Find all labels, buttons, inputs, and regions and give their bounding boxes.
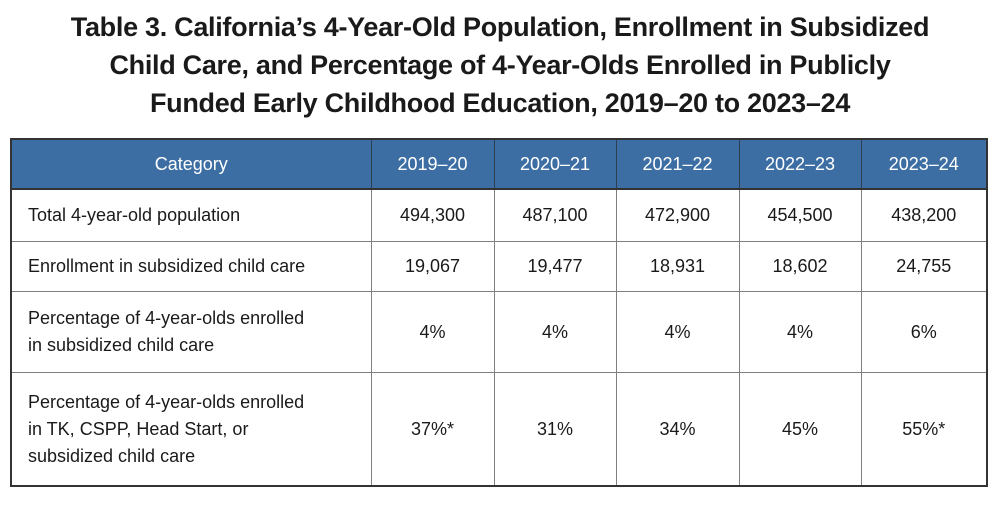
header-year-2021-22: 2021–22: [615, 138, 740, 190]
row-category-line: Total 4-year-old population: [28, 205, 241, 225]
header-year-2023-24: 2023–24: [860, 138, 988, 190]
table-cell: 18,602: [738, 241, 862, 292]
table-cell: 37%*: [370, 372, 495, 487]
row-category-line: in subsidized child care: [28, 335, 215, 355]
row-category-line: subsidized child care: [28, 445, 196, 466]
table-cell: 4%: [738, 291, 862, 373]
table-cell: 24,755: [860, 241, 988, 292]
table-cell: 19,477: [493, 241, 617, 292]
table-cell: 4%: [615, 291, 740, 373]
header-year-2019-20: 2019–20: [370, 138, 495, 190]
row-category: Percentage of 4-year-olds enrolled in su…: [10, 291, 372, 373]
table-cell: 6%: [860, 291, 988, 373]
table-header: Category 2019–20 2020–21 2021–22 2022–23…: [10, 138, 988, 190]
row-category-line: Enrollment in subsidized child care: [28, 256, 306, 276]
row-category: Enrollment in subsidized child care: [10, 241, 372, 292]
header-year-2020-21: 2020–21: [493, 138, 617, 190]
row-category: Percentage of 4-year-olds enrolled in TK…: [10, 372, 372, 487]
table-cell: 438,200: [860, 188, 988, 242]
table-row: Total 4-year-old population 494,300 487,…: [10, 188, 988, 242]
table-cell: 4%: [370, 291, 495, 373]
table-cell: 487,100: [493, 188, 617, 242]
table-title-line-1: Table 3. California’s 4-Year-Old Populat…: [70, 12, 930, 42]
row-category-line: Percentage of 4-year-olds enrolled: [28, 308, 305, 328]
table-title-line-2: Child Care, and Percentage of 4-Year-Old…: [109, 50, 891, 80]
table-cell: 472,900: [615, 188, 740, 242]
table-cell: 4%: [493, 291, 617, 373]
table-cell: 454,500: [738, 188, 862, 242]
header-year-2022-23: 2022–23: [738, 138, 862, 190]
table-cell: 55%*: [860, 372, 988, 487]
data-table: Category 2019–20 2020–21 2021–22 2022–23…: [10, 138, 988, 487]
table-cell: 34%: [615, 372, 740, 487]
table-cell: 45%: [738, 372, 862, 487]
table-cell: 19,067: [370, 241, 495, 292]
table-cell: 18,931: [615, 241, 740, 292]
header-category: Category: [10, 138, 372, 190]
table-row: Enrollment in subsidized child care 19,0…: [10, 241, 988, 292]
table-row: Percentage of 4-year-olds enrolled in su…: [10, 291, 988, 373]
table-title-line-3: Funded Early Childhood Education, 2019–2…: [149, 88, 851, 118]
row-category-line: Percentage of 4-year-olds enrolled: [28, 391, 305, 412]
table-title: Table 3. California’s 4-Year-Old Populat…: [0, 8, 1000, 122]
table-cell: 494,300: [370, 188, 495, 242]
table-cell: 31%: [493, 372, 617, 487]
row-category: Total 4-year-old population: [10, 188, 372, 242]
table-row: Percentage of 4-year-olds enrolled in TK…: [10, 372, 988, 487]
row-category-line: in TK, CSPP, Head Start, or: [28, 418, 249, 439]
header-row: Category 2019–20 2020–21 2021–22 2022–23…: [10, 138, 988, 190]
table-body: Total 4-year-old population 494,300 487,…: [10, 188, 988, 487]
